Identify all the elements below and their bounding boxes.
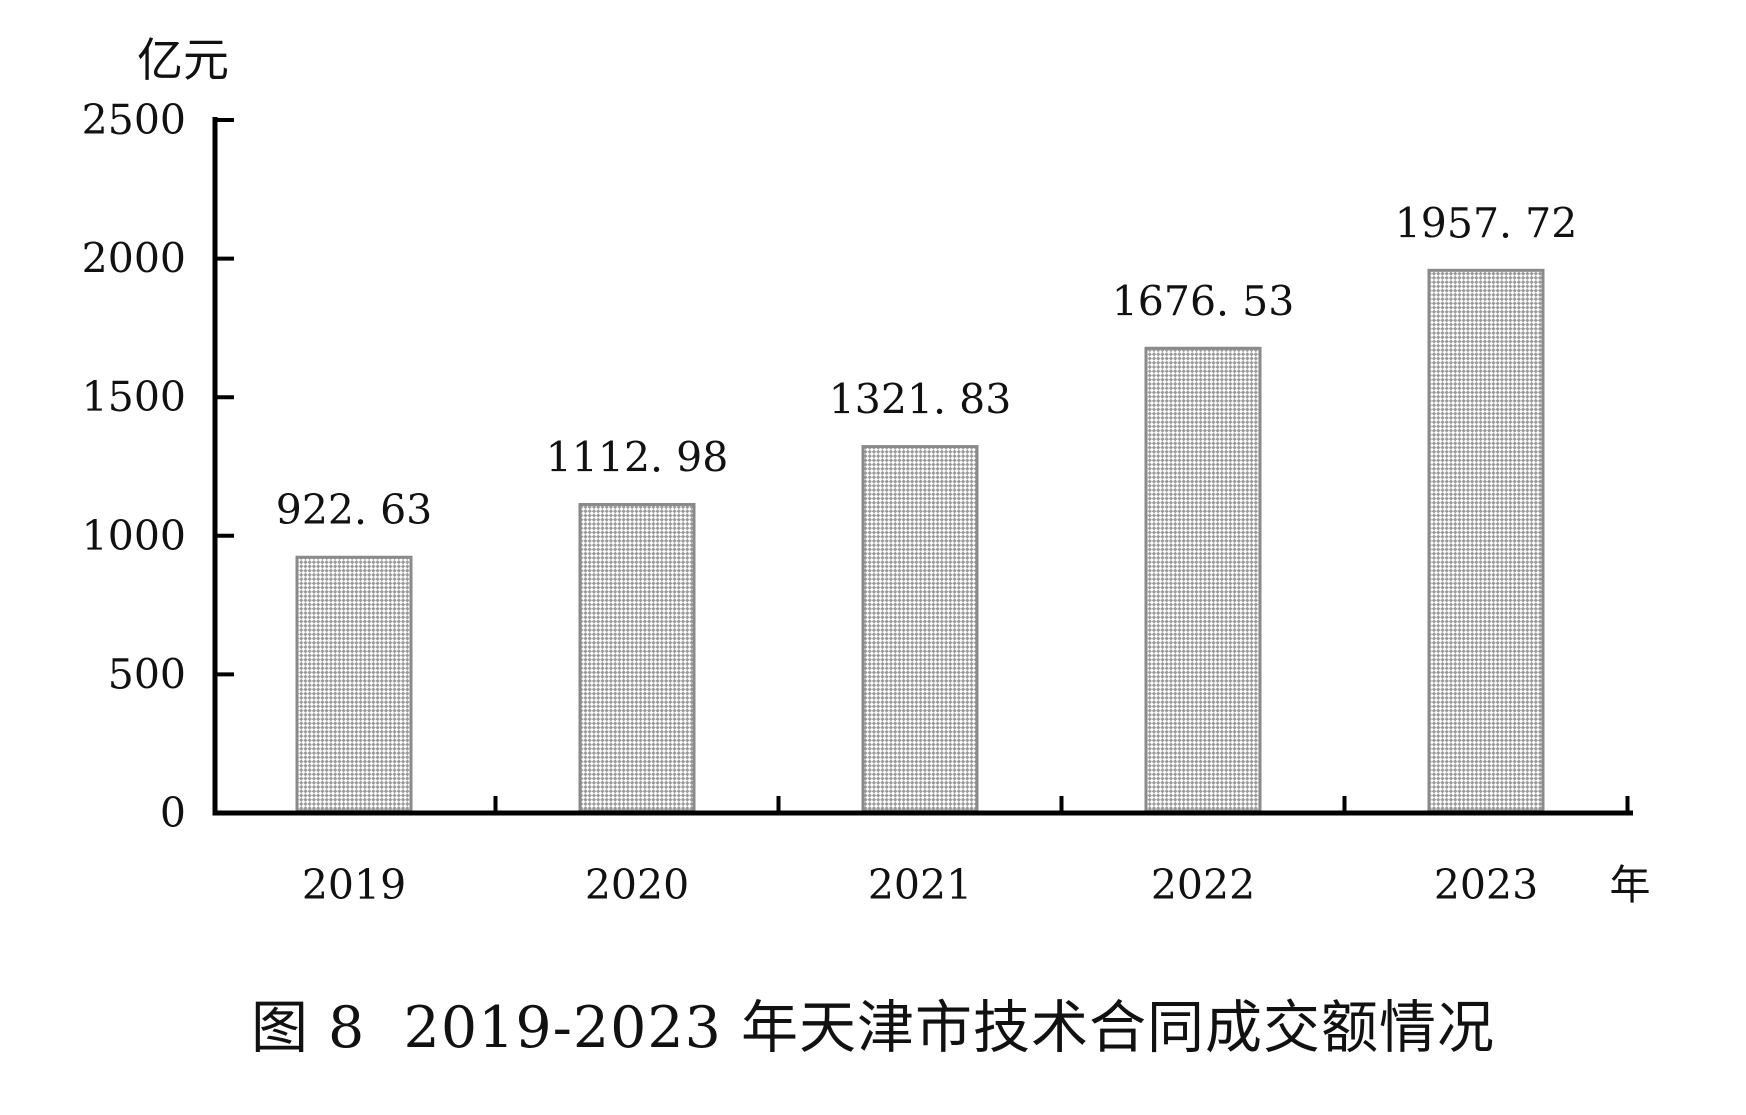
y-axis-unit-label: 亿元 [137, 33, 229, 87]
y-tick-label: 2000 [82, 235, 186, 283]
x-category-label: 2023 [1434, 861, 1538, 909]
bar-value-label: 1321. 83 [829, 376, 1012, 424]
plot-area: 亿元 0 500 1000 1500 2000 2500 922. 63 2019 1112. 9… [82, 33, 1651, 909]
y-tick-label: 1000 [82, 512, 186, 560]
x-category-label: 2020 [585, 861, 689, 909]
y-tick-label: 2500 [82, 96, 186, 144]
bar-chart: 亿元 0 500 1000 1500 2000 2500 922. 63 2019 1112. 9… [82, 33, 1651, 909]
bar-value-label: 922. 63 [276, 486, 433, 534]
bar-value-label: 1112. 98 [546, 433, 729, 481]
y-tick-label: 1500 [82, 373, 186, 421]
x-category-label: 2022 [1151, 861, 1255, 909]
y-tick-label: 0 [160, 789, 186, 837]
bar-2023 [1427, 268, 1545, 813]
x-axis-unit-label: 年 [1610, 861, 1651, 909]
x-category-label: 2021 [868, 861, 972, 909]
bar-2022 [1144, 346, 1262, 813]
bar-value-label: 1957. 72 [1395, 199, 1578, 247]
x-category-label: 2019 [302, 861, 406, 909]
bar-2020 [578, 502, 696, 813]
bar-2019 [295, 555, 413, 813]
figure-caption: 图 8 2019-2023 年天津市技术合同成交额情况 [250, 995, 1496, 1061]
y-tick-label: 500 [108, 650, 186, 698]
bar-2021 [861, 445, 979, 813]
bar-value-label: 1676. 53 [1112, 277, 1295, 325]
